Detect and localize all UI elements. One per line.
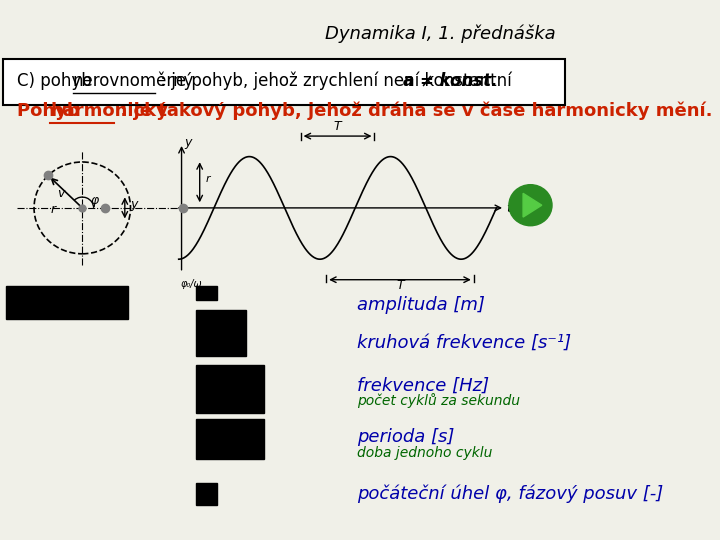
Bar (6, 286, 127, 319)
Text: C) pohyb: C) pohyb (17, 72, 97, 90)
Text: t: t (507, 201, 511, 215)
Text: φ₀/ω: φ₀/ω (181, 279, 202, 289)
Text: harmonický: harmonický (50, 102, 168, 120)
Text: T: T (396, 279, 404, 293)
Text: r: r (205, 174, 210, 184)
Polygon shape (523, 193, 542, 217)
Bar (196, 286, 217, 300)
Text: počáteční úhel φ, fázový posuv [-]: počáteční úhel φ, fázový posuv [-] (357, 485, 664, 503)
Text: r: r (51, 203, 56, 217)
Text: Pohyb: Pohyb (17, 102, 86, 120)
Text: Dynamika I, 1. přednáška: Dynamika I, 1. přednáška (325, 24, 556, 43)
Text: perioda [s]: perioda [s] (357, 428, 455, 447)
Text: doba jednoho cyklu: doba jednoho cyklu (357, 446, 492, 460)
Text: y: y (184, 136, 192, 149)
Bar (196, 418, 264, 459)
Text: frekvence [Hz]: frekvence [Hz] (357, 377, 490, 395)
Text: a ≠ konst.: a ≠ konst. (403, 72, 498, 90)
Bar (196, 310, 246, 356)
Text: v: v (57, 187, 64, 200)
Text: φ: φ (91, 193, 99, 207)
Text: kruhová frekvence [s⁻¹]: kruhová frekvence [s⁻¹] (357, 334, 572, 352)
Text: : je pohyb, jehož zrychlení není konstantní: : je pohyb, jehož zrychlení není konstan… (155, 72, 517, 90)
Text: : je takový pohyb, jehož dráha se v čase harmonicky mění.: : je takový pohyb, jehož dráha se v čase… (114, 102, 713, 120)
Text: T: T (334, 119, 341, 133)
Bar (196, 364, 264, 413)
Text: počet cyklů za sekundu: počet cyklů za sekundu (357, 393, 521, 408)
Text: nerovnoměrný: nerovnoměrný (73, 72, 194, 90)
Circle shape (509, 185, 552, 226)
Bar (196, 483, 217, 505)
FancyBboxPatch shape (3, 59, 564, 105)
Text: amplituda [m]: amplituda [m] (357, 296, 485, 314)
Text: y: y (130, 198, 138, 211)
